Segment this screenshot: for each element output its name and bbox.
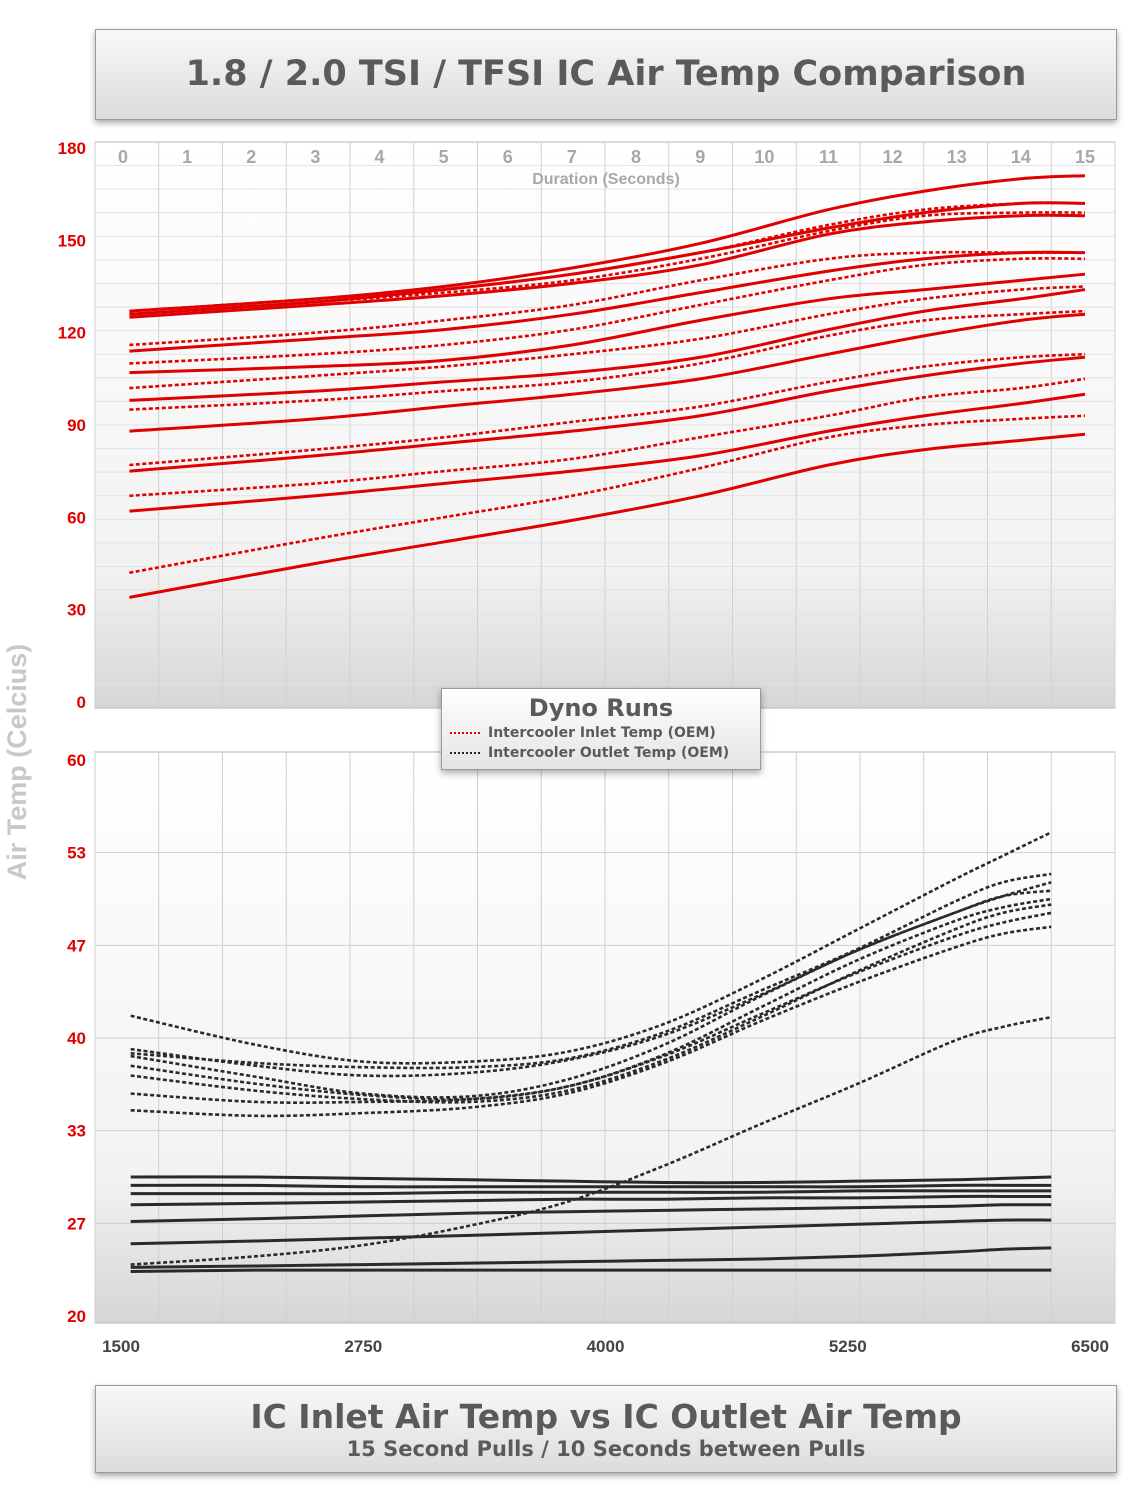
top-x-tick-label: 3	[310, 147, 320, 167]
inlet-series-line-12	[129, 257, 1086, 365]
top-x-tick-label: 14	[1011, 147, 1031, 167]
top-x-tick-label: 6	[503, 147, 513, 167]
inlet-series-line-4	[129, 377, 1086, 498]
footer-title: IC Inlet Air Temp vs IC Outlet Air Temp	[250, 1397, 962, 1436]
inlet-series-line-19	[129, 174, 1086, 313]
outlet-series-line-9	[130, 1175, 1052, 1185]
bottom-y-tick-label: 53	[67, 844, 86, 863]
top-x-tick-label: 5	[439, 147, 449, 167]
legend-swatch-outlet	[450, 752, 480, 754]
bottom-y-tick-label: 33	[67, 1122, 86, 1141]
legend: Dyno Runs Intercooler Inlet Temp (OEM) I…	[441, 688, 761, 770]
legend-item-inlet: Intercooler Inlet Temp (OEM)	[442, 723, 760, 743]
outlet-series-line-14	[130, 881, 1052, 1099]
outlet-series-line-15	[130, 889, 1052, 1078]
top-y-tick-label: 90	[67, 416, 86, 435]
top-y-tick-label: 120	[58, 324, 86, 343]
outlet-series-line-5	[130, 1203, 1052, 1223]
bottom-plot: 20 27 33 40 47 53 60 1500 2750 4000 5250 6500	[67, 751, 1116, 1356]
inlet-series-line-11	[129, 272, 1086, 375]
outlet-series-line-2	[130, 1246, 1052, 1269]
bottom-y-tick-label: 40	[67, 1029, 86, 1048]
legend-item-outlet: Intercooler Outlet Temp (OEM)	[442, 743, 760, 763]
inlet-series-line-13	[129, 250, 1086, 353]
outlet-series-line-16	[130, 872, 1052, 1070]
top-x-tick-label: 8	[631, 147, 641, 167]
chart-title: 1.8 / 2.0 TSI / TFSI IC Air Temp Compari…	[185, 54, 1027, 94]
inlet-series-line-14	[129, 250, 1085, 347]
top-x-tick-label: 1	[182, 147, 192, 167]
inlet-series-line-15	[129, 213, 1086, 319]
inlet-series-line-1	[129, 432, 1086, 599]
top-x-tick-label: 13	[947, 147, 967, 167]
bottom-y-tick-label: 47	[67, 936, 86, 955]
top-x-tick-label: 7	[567, 147, 577, 167]
top-x-tick-label: 11	[819, 147, 838, 167]
inlet-series-line-6	[129, 352, 1086, 467]
bottom-x-tick-label: 4000	[587, 1337, 625, 1356]
top-x-tick-label: 2	[246, 147, 256, 167]
y-axis-title: Air Temp (Celcius)	[2, 644, 32, 881]
bottom-x-tick-label: 1500	[102, 1337, 140, 1356]
outlet-series-line-7	[130, 1189, 1052, 1196]
top-x-tick-label: 12	[883, 147, 903, 167]
bottom-y-tick-label: 20	[67, 1307, 86, 1326]
legend-label-inlet: Intercooler Inlet Temp (OEM)	[488, 725, 716, 741]
outlet-series-line-4	[130, 1218, 1052, 1246]
inlet-series-line-10	[129, 285, 1086, 390]
outlet-series-line-17	[130, 831, 1052, 1065]
title-banner: 1.8 / 2.0 TSI / TFSI IC Air Temp Compari…	[95, 29, 1117, 120]
outlet-series-line-12	[130, 903, 1052, 1104]
top-y-tick-label: 180	[58, 139, 86, 158]
bottom-x-tick-label: 5250	[829, 1337, 867, 1356]
top-x-tick-label: 10	[754, 147, 774, 167]
footer-subtitle: 15 Second Pulls / 10 Seconds between Pul…	[346, 1437, 866, 1461]
top-x-tick-label: 4	[375, 147, 385, 167]
inlet-series-line-5	[129, 355, 1086, 473]
outlet-series-line-1	[130, 1268, 1052, 1274]
top-x-axis-label: Duration (Seconds)	[532, 171, 680, 188]
legend-label-outlet: Intercooler Outlet Temp (OEM)	[488, 745, 730, 761]
top-y-tick-label: 0	[77, 693, 86, 712]
top-x-tick-label: 15	[1075, 147, 1095, 167]
outlet-series-line-13	[130, 897, 1052, 1101]
inlet-series-line-3	[129, 392, 1086, 513]
bottom-y-tick-label: 60	[67, 751, 86, 770]
legend-swatch-inlet	[450, 732, 480, 734]
bottom-x-tick-label: 6500	[1071, 1337, 1109, 1356]
legend-title: Dyno Runs	[528, 694, 674, 722]
inlet-series-line-8	[129, 309, 1086, 411]
top-y-tick-label: 60	[67, 508, 86, 527]
outlet-series-line-6	[130, 1194, 1052, 1207]
outlet-series-line-8	[130, 1183, 1052, 1189]
outlet-series-line-10	[130, 925, 1052, 1118]
bottom-x-tick-label: 2750	[344, 1337, 382, 1356]
bottom-y-tick-label: 27	[67, 1214, 86, 1233]
inlet-series-line-7	[129, 312, 1086, 433]
inlet-series-line-9	[129, 288, 1086, 402]
footer-banner: IC Inlet Air Temp vs IC Outlet Air Temp …	[95, 1385, 1117, 1473]
outlet-series-line-3	[130, 1015, 1052, 1266]
top-y-tick-label: 150	[58, 231, 86, 250]
top-x-tick-label: 9	[695, 147, 705, 167]
inlet-series-line-2	[129, 414, 1086, 575]
top-x-tick-label: 0	[118, 147, 128, 167]
top-y-tick-label: 30	[67, 601, 86, 620]
